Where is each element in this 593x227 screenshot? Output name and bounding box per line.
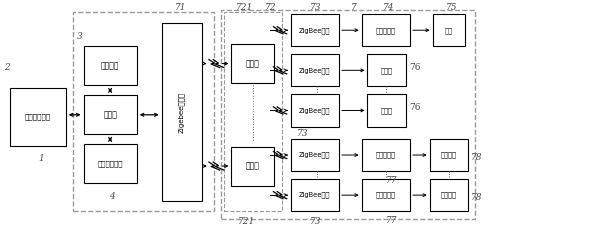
Text: 73: 73 xyxy=(296,129,308,138)
Text: ZigBee终端: ZigBee终端 xyxy=(299,67,330,74)
Text: 71: 71 xyxy=(176,3,187,12)
Text: 电磁阀: 电磁阀 xyxy=(381,67,393,74)
FancyBboxPatch shape xyxy=(368,54,406,86)
FancyBboxPatch shape xyxy=(84,46,137,85)
FancyBboxPatch shape xyxy=(429,139,468,171)
Text: 78: 78 xyxy=(471,193,483,202)
Text: 78: 78 xyxy=(471,153,483,162)
Text: 2: 2 xyxy=(4,63,9,72)
Text: 数据处理模块: 数据处理模块 xyxy=(97,161,123,167)
FancyBboxPatch shape xyxy=(84,144,137,183)
Text: 路由器: 路由器 xyxy=(246,162,260,171)
Text: 水泵: 水泵 xyxy=(445,27,453,34)
Text: 4: 4 xyxy=(109,192,115,201)
Text: 77: 77 xyxy=(385,216,397,225)
FancyBboxPatch shape xyxy=(291,139,339,171)
Text: 73: 73 xyxy=(310,217,322,226)
Text: 信息采集模块: 信息采集模块 xyxy=(24,113,51,120)
Text: 电机驱动器: 电机驱动器 xyxy=(376,192,396,198)
FancyBboxPatch shape xyxy=(432,14,465,46)
Text: ZigBee终端: ZigBee终端 xyxy=(299,27,330,34)
FancyBboxPatch shape xyxy=(291,179,339,211)
Text: ZigBee终端: ZigBee终端 xyxy=(299,107,330,114)
Text: 3: 3 xyxy=(76,32,82,41)
FancyBboxPatch shape xyxy=(231,147,274,186)
Text: 75: 75 xyxy=(447,3,458,12)
Text: 电磁阀: 电磁阀 xyxy=(381,107,393,114)
Text: 72: 72 xyxy=(264,3,276,12)
FancyBboxPatch shape xyxy=(291,54,339,86)
Text: ZigBee终端: ZigBee终端 xyxy=(299,152,330,158)
Text: 存储单元: 存储单元 xyxy=(101,61,119,70)
FancyBboxPatch shape xyxy=(291,14,339,46)
FancyBboxPatch shape xyxy=(84,95,137,134)
FancyBboxPatch shape xyxy=(362,179,410,211)
Text: 路由器: 路由器 xyxy=(246,59,260,68)
Text: Zigebee协调器: Zigebee协调器 xyxy=(178,91,185,133)
FancyBboxPatch shape xyxy=(362,139,410,171)
Text: 721: 721 xyxy=(236,3,253,12)
Text: 电机驱动器: 电机驱动器 xyxy=(376,27,396,34)
Text: 74: 74 xyxy=(382,3,394,12)
Text: ZigBee终端: ZigBee终端 xyxy=(299,192,330,198)
Text: 73: 73 xyxy=(310,3,322,12)
FancyBboxPatch shape xyxy=(429,179,468,211)
FancyBboxPatch shape xyxy=(231,44,274,83)
FancyBboxPatch shape xyxy=(362,14,410,46)
Text: 7: 7 xyxy=(351,3,357,12)
Text: 77: 77 xyxy=(385,176,397,185)
Text: 电机驱动器: 电机驱动器 xyxy=(376,152,396,158)
FancyBboxPatch shape xyxy=(162,23,202,201)
Text: 除湿风机: 除湿风机 xyxy=(441,192,457,198)
FancyBboxPatch shape xyxy=(9,88,66,146)
Text: 1: 1 xyxy=(38,154,44,163)
FancyBboxPatch shape xyxy=(291,94,339,127)
Text: 721: 721 xyxy=(238,217,255,226)
Text: 除湿风机: 除湿风机 xyxy=(441,152,457,158)
FancyBboxPatch shape xyxy=(368,94,406,127)
Text: 控制器: 控制器 xyxy=(103,110,117,119)
Text: 76: 76 xyxy=(409,63,420,72)
Text: 76: 76 xyxy=(409,103,420,112)
